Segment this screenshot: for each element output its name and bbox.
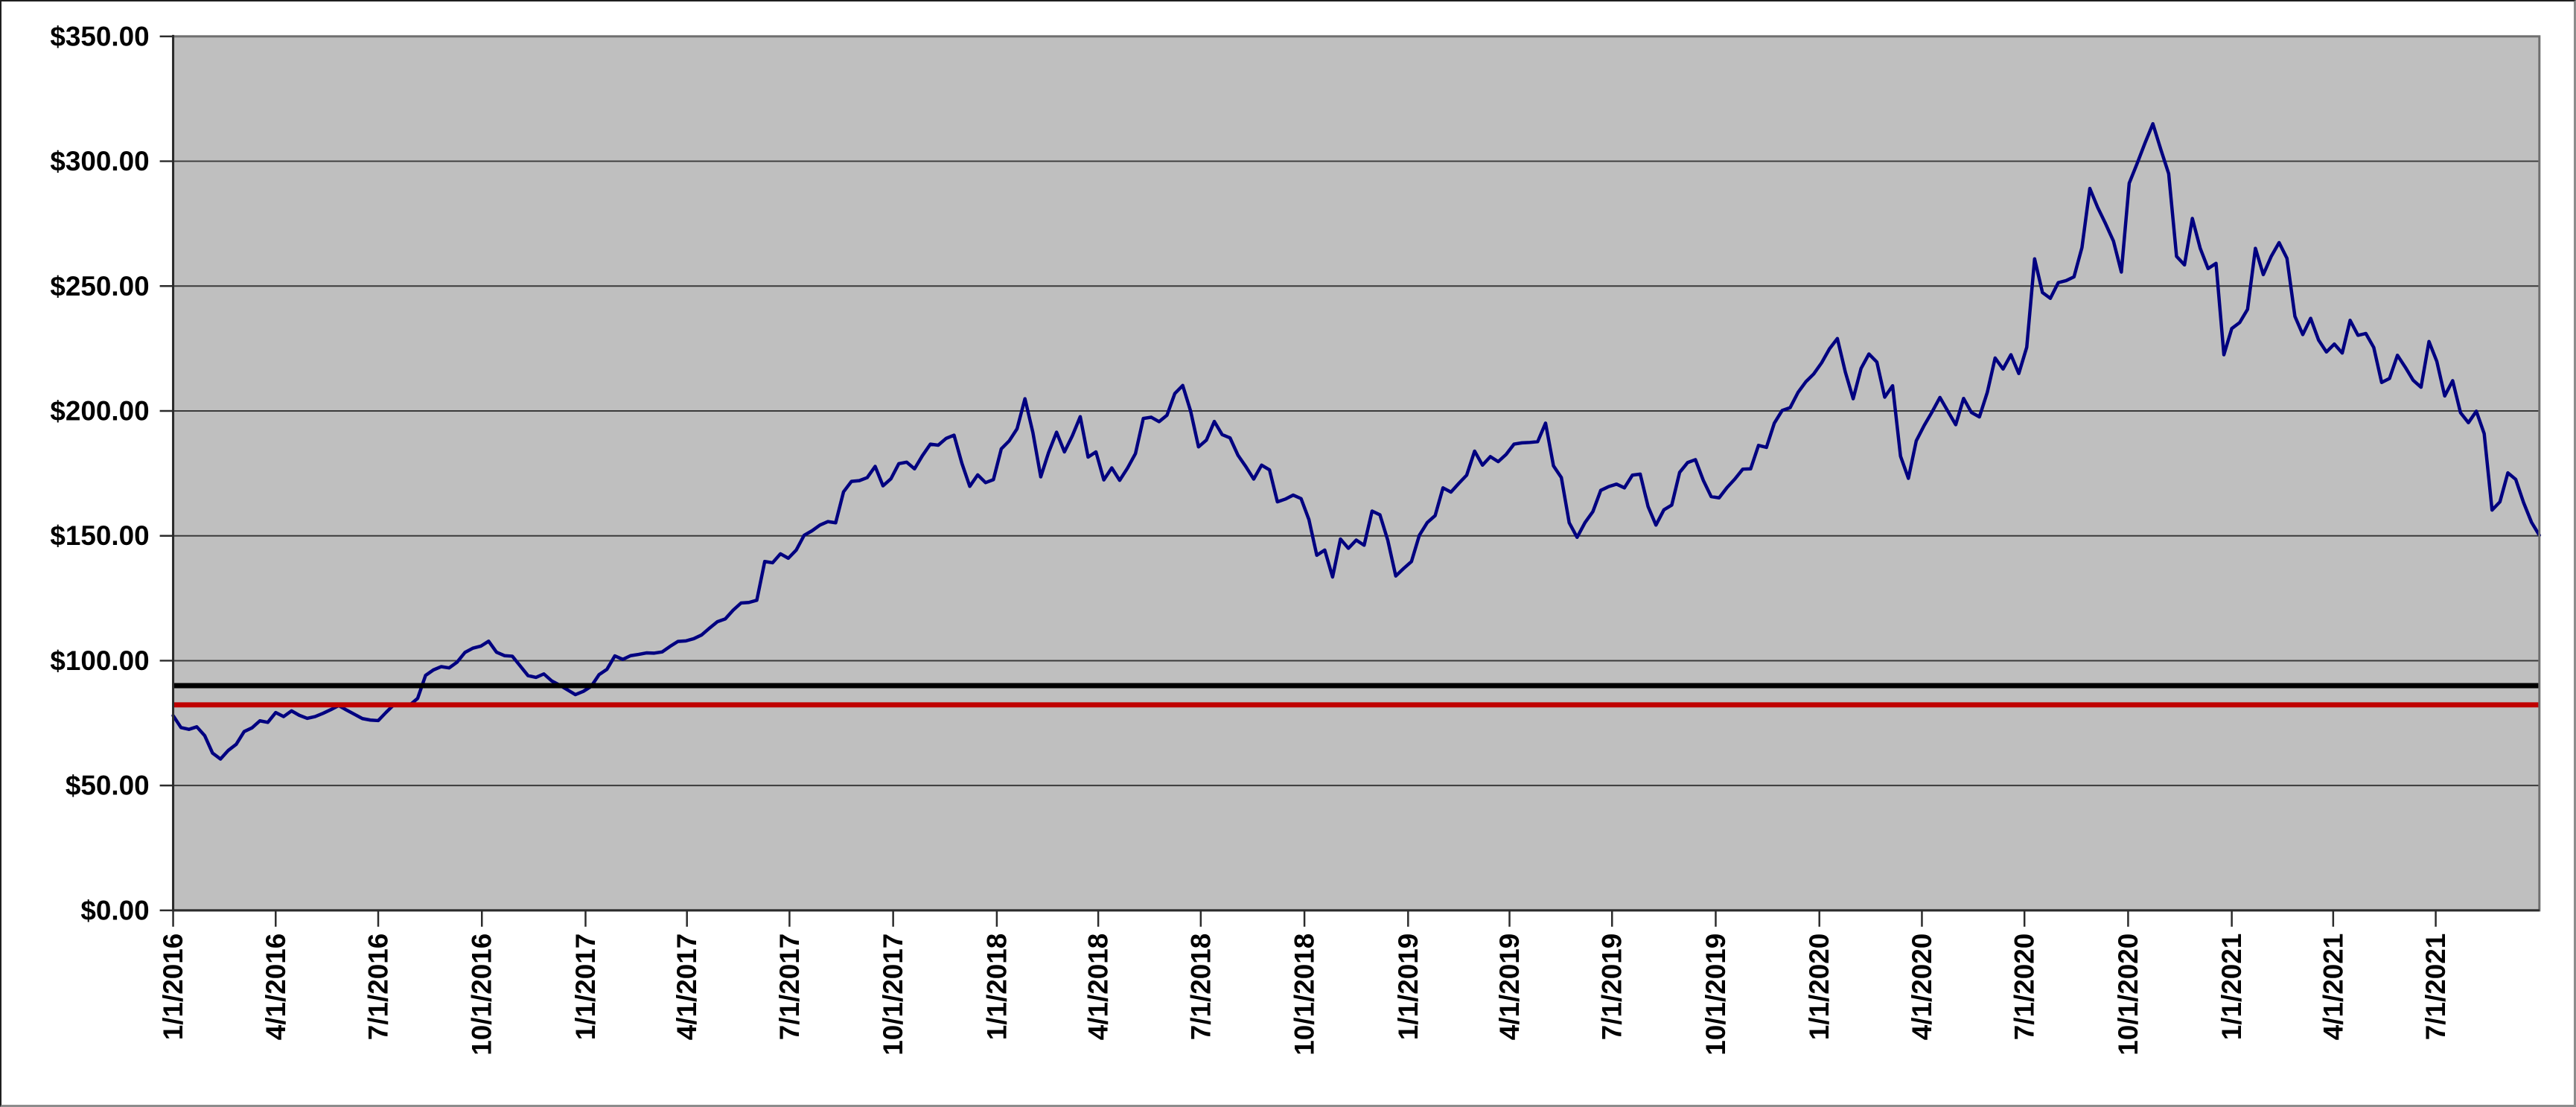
x-axis-label: 4/1/2018 bbox=[1083, 934, 1114, 1040]
plot-area bbox=[173, 36, 2540, 910]
x-axis-label: 4/1/2019 bbox=[1494, 934, 1525, 1040]
x-axis-label: 4/1/2016 bbox=[261, 934, 291, 1040]
y-axis-label: $250.00 bbox=[50, 271, 149, 302]
x-axis-label: 4/1/2020 bbox=[1907, 934, 1937, 1040]
y-axis-label: $0.00 bbox=[80, 895, 149, 925]
x-axis-label: 7/1/2019 bbox=[1597, 934, 1627, 1040]
y-axis-label: $100.00 bbox=[50, 645, 149, 676]
x-axis-label: 10/1/2018 bbox=[1289, 934, 1320, 1056]
x-ticks-group bbox=[172, 910, 2437, 927]
x-axis-label: 10/1/2016 bbox=[467, 934, 497, 1056]
x-axis-label: 1/1/2016 bbox=[158, 934, 188, 1040]
x-axis-label: 7/1/2018 bbox=[1185, 934, 1216, 1040]
y-ticks-group bbox=[159, 35, 173, 912]
axes-group bbox=[172, 34, 2540, 912]
y-axis-label: $300.00 bbox=[50, 146, 149, 176]
x-axis-label: 10/1/2020 bbox=[2113, 934, 2143, 1056]
y-axis-label: $50.00 bbox=[66, 771, 150, 801]
gridlines-group bbox=[173, 160, 2540, 787]
x-axis-label: 1/1/2018 bbox=[981, 934, 1012, 1040]
x-axis-label: 4/1/2017 bbox=[672, 934, 702, 1040]
y-axis-label: $350.00 bbox=[50, 21, 149, 51]
y-axis-label: $150.00 bbox=[50, 520, 149, 551]
x-axis-label: 7/1/2021 bbox=[2420, 934, 2451, 1040]
y-axis-labels-group: $350.00 $300.00 $250.00 $200.00 $150.00 $100.… bbox=[50, 21, 149, 925]
x-axis-label: 4/1/2021 bbox=[2318, 934, 2348, 1040]
price-line bbox=[171, 122, 2542, 761]
x-axis-labels-group: 1/1/2016 4/1/2016 7/1/2016 10/1/2016 1/1/201… bbox=[158, 934, 2451, 1056]
x-axis-label: 7/1/2020 bbox=[2009, 934, 2040, 1040]
x-axis-label: 7/1/2017 bbox=[774, 934, 805, 1040]
x-axis-label: 1/1/2019 bbox=[1393, 934, 1424, 1040]
x-axis-label: 1/1/2020 bbox=[1804, 934, 1834, 1040]
x-axis-label: 1/1/2017 bbox=[570, 934, 601, 1040]
x-axis-label: 1/1/2021 bbox=[2216, 934, 2247, 1040]
x-axis-label: 7/1/2016 bbox=[363, 934, 394, 1040]
x-axis-label: 10/1/2019 bbox=[1700, 934, 1731, 1056]
y-axis-label: $200.00 bbox=[50, 396, 149, 427]
x-axis-label: 10/1/2017 bbox=[878, 934, 908, 1056]
